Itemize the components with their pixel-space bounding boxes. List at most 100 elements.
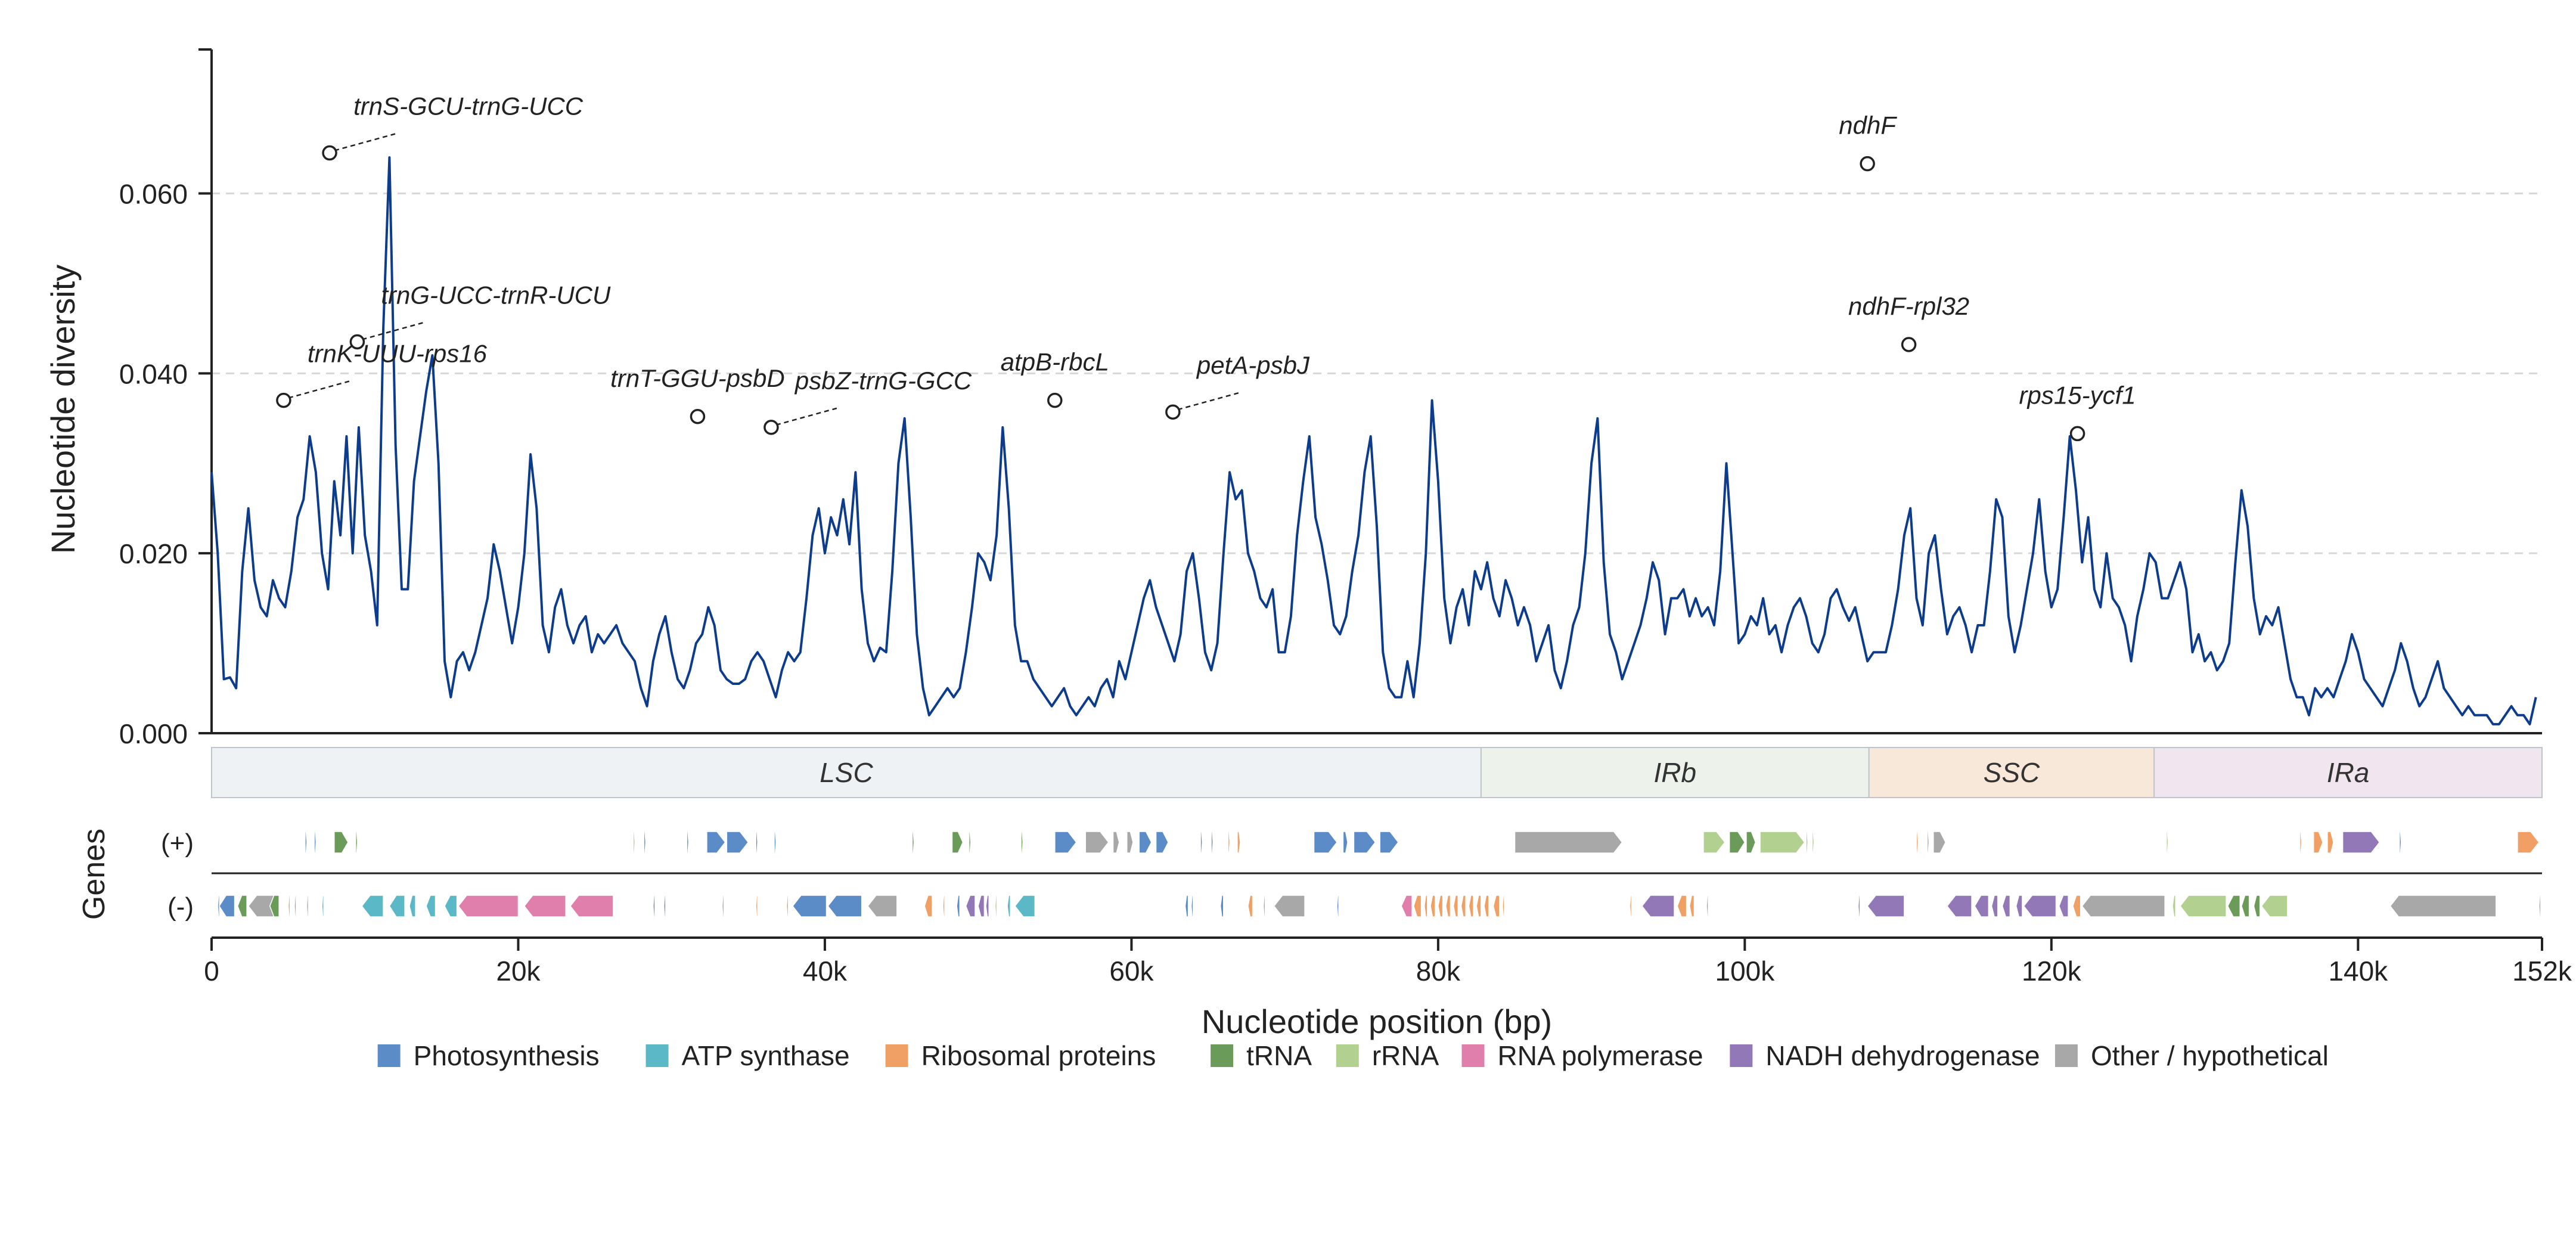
gene-rrna	[1805, 831, 1809, 854]
gene-rnapol	[523, 895, 566, 917]
plus-strand-label: (+)	[161, 829, 194, 858]
legend: Photosynthesis ATP synthase Ribosomal prot…	[377, 1040, 2329, 1071]
gene-photo	[1138, 831, 1152, 854]
x-tick-label: 40k	[803, 956, 848, 987]
gene-trna	[334, 831, 349, 854]
gene-atp	[426, 895, 436, 917]
gene-photo	[643, 831, 647, 854]
gene-photo	[956, 895, 961, 917]
gene-ribo	[1430, 895, 1436, 917]
gene-other	[867, 895, 898, 917]
gene-rrna	[1811, 831, 1815, 854]
peak-marker	[276, 392, 291, 408]
gene-ribo	[755, 895, 758, 917]
gene-photo	[663, 895, 666, 917]
gene-ribo	[1916, 831, 1919, 854]
gene-photo	[1336, 895, 1339, 917]
gene-ndh	[1867, 895, 1905, 917]
legend-label: Ribosomal proteins	[921, 1040, 1156, 1071]
gene-ndh	[2001, 895, 2011, 917]
gene-ndh	[985, 895, 989, 917]
legend-label: ATP synthase	[682, 1040, 850, 1071]
gene-ribo	[2327, 831, 2334, 854]
legend-swatch-rrna	[1336, 1044, 1359, 1067]
gene-ndh	[977, 895, 985, 917]
gene-ribo	[1438, 895, 1444, 917]
gene-photo	[218, 895, 235, 917]
gene-atp	[321, 895, 324, 917]
peak-label: psbZ-trnG-GCC	[794, 367, 972, 395]
grid-lines	[212, 192, 2542, 554]
gene-ribo	[287, 895, 291, 917]
legend-swatch-ndh	[1730, 1044, 1753, 1067]
gene-ribo	[1492, 895, 1500, 917]
x-axis-label: Nucleotide position (bp)	[1202, 1003, 1552, 1040]
gene-other	[1706, 895, 1709, 917]
gene-ribo	[1247, 895, 1253, 917]
legend-swatch-rnapol	[1461, 1044, 1485, 1067]
gene-photo	[755, 831, 758, 854]
peak-label: ndhF	[1839, 111, 1897, 139]
gene-trna	[355, 831, 358, 854]
region-label: LSC	[820, 757, 873, 788]
gene-atp	[409, 895, 416, 917]
gene-ribo	[1413, 895, 1422, 917]
gene-photo	[706, 831, 726, 854]
gene-ribo	[2313, 831, 2323, 854]
gene-other	[1126, 831, 1134, 854]
gene-other	[306, 895, 309, 917]
peak-label: trnG-UCC-trnR-UCU	[381, 281, 611, 309]
gene-rrna	[1759, 831, 1805, 854]
peak-label: trnT-GGU-psbD	[610, 364, 785, 392]
gene-rrna	[1703, 831, 1725, 854]
peak-marker	[322, 145, 337, 161]
peak-label: trnS-GCU-trnG-UCC	[353, 92, 584, 120]
peak-marker	[764, 420, 779, 435]
region-ira	[2153, 747, 2543, 798]
gene-ribo	[1689, 895, 1695, 917]
gene-ndh	[1946, 895, 1972, 917]
gene-photo	[1155, 831, 1169, 854]
peak-leader-line	[1177, 392, 1239, 411]
genes-plus-strand	[305, 831, 2540, 854]
gene-rrna	[632, 831, 636, 854]
gene-ribo	[2517, 831, 2540, 854]
x-tick-label: 20k	[496, 956, 541, 987]
gene-photo	[1353, 831, 1376, 854]
gene-trna	[2241, 895, 2250, 917]
gene-photo	[792, 895, 827, 917]
region-label: IRa	[2327, 757, 2370, 788]
gene-other	[2538, 895, 2541, 917]
gene-photo	[1184, 895, 1189, 917]
legend-label: Other / hypothetical	[2091, 1040, 2329, 1071]
legend-label: tRNA	[1246, 1040, 1312, 1071]
peak-marker	[1165, 404, 1181, 420]
gene-ribo	[942, 895, 945, 917]
gene-trna	[1728, 831, 1746, 854]
peak-label: petA-psbJ	[1196, 351, 1310, 379]
gene-photo	[827, 895, 862, 917]
legend-label: Photosynthesis	[414, 1040, 600, 1071]
x-tick-label: 0	[204, 956, 219, 987]
gene-ndh	[965, 895, 976, 917]
gene-rrna	[2172, 895, 2176, 917]
peak-marker	[349, 334, 365, 350]
gene-ribo	[1423, 895, 1428, 917]
gene-photo	[1054, 831, 1077, 854]
gene-ndh	[1857, 895, 1861, 917]
peak-leader-line	[362, 322, 423, 340]
gene-other	[2389, 895, 2497, 917]
peak-label: rps15-ycf1	[2019, 381, 2136, 409]
legend-swatch-photo	[377, 1044, 401, 1067]
gene-photo	[653, 895, 656, 917]
gene-photo	[774, 831, 777, 854]
y-tick-label: 0.040	[119, 358, 188, 389]
gene-trna	[237, 895, 247, 917]
gene-ndh	[2058, 895, 2069, 917]
x-tick-label: 152k	[2512, 956, 2572, 987]
legend-label: NADH dehydrogenase	[1765, 1040, 2040, 1071]
legend-swatch-atp	[645, 1044, 669, 1067]
gene-ribo	[924, 895, 933, 917]
gene-ribo	[2072, 895, 2081, 917]
region-label: SSC	[1984, 757, 2040, 788]
